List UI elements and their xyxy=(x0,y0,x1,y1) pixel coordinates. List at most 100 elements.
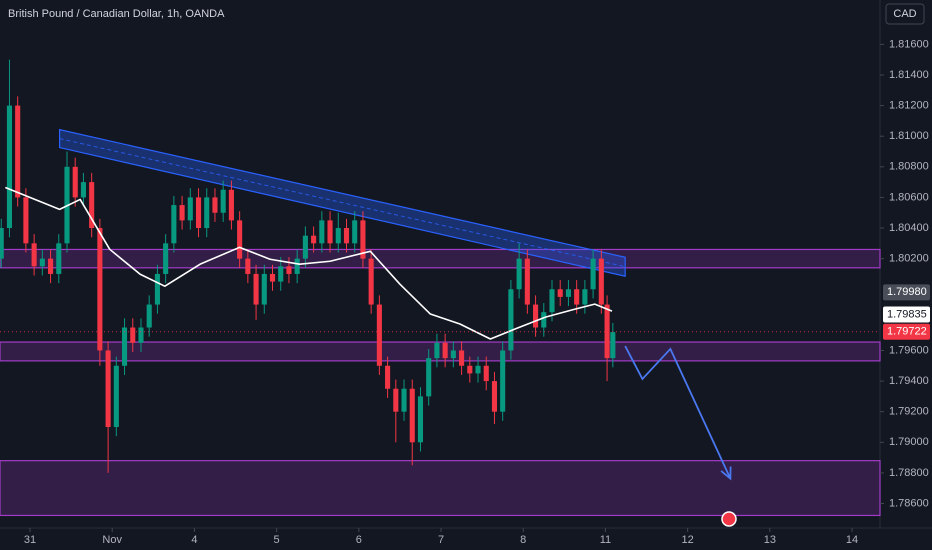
candle-body xyxy=(237,220,243,259)
y-tick-label: 1.80200 xyxy=(889,253,929,265)
y-tick-label: 1.78600 xyxy=(889,497,929,509)
candle-body xyxy=(393,388,399,412)
price-label-box xyxy=(883,306,930,323)
x-tick-label: 8 xyxy=(520,534,526,546)
candle-body xyxy=(195,197,202,229)
candle-body xyxy=(212,197,218,213)
candle-body xyxy=(138,327,144,343)
x-tick-label: 7 xyxy=(438,534,444,546)
candle-body xyxy=(475,365,481,374)
candle-body xyxy=(80,182,86,198)
candle-body xyxy=(39,258,45,267)
candle-body xyxy=(294,258,300,274)
candle-body xyxy=(48,258,54,274)
candle-body xyxy=(187,197,193,221)
candle-body xyxy=(524,258,530,305)
candle-body xyxy=(533,304,539,328)
candle-body xyxy=(604,304,610,359)
y-tick-label: 1.79600 xyxy=(889,344,929,356)
candle-body xyxy=(598,258,604,305)
candle-body xyxy=(72,166,78,198)
candle-body xyxy=(130,327,136,343)
candle-body xyxy=(286,266,292,274)
x-tick-label: 12 xyxy=(682,534,694,546)
candle-body xyxy=(442,342,448,359)
candle-body xyxy=(610,332,616,359)
candle-body xyxy=(245,258,251,274)
candle-body xyxy=(23,197,29,244)
candle-body xyxy=(491,381,498,412)
candle-body xyxy=(417,396,424,443)
y-tick-label: 1.78800 xyxy=(889,467,929,479)
event-icon[interactable] xyxy=(721,511,737,527)
candle-body xyxy=(121,327,128,366)
zone xyxy=(0,460,881,517)
candle-body xyxy=(368,258,374,305)
y-tick-label: 1.81200 xyxy=(889,100,929,112)
candle-body xyxy=(401,388,407,412)
price-label-box xyxy=(883,284,930,301)
candle-body xyxy=(311,235,317,244)
candle-body xyxy=(154,273,160,305)
y-tick-label: 1.80600 xyxy=(889,191,929,203)
y-tick-label: 1.81400 xyxy=(889,69,929,81)
candle-body xyxy=(302,235,308,259)
y-tick-label: 1.81000 xyxy=(889,130,929,142)
candle-body xyxy=(557,289,563,297)
candle-body xyxy=(261,273,267,305)
candle-body xyxy=(434,342,440,359)
candle-body xyxy=(253,273,259,305)
candle-body xyxy=(146,304,152,328)
x-tick-label: 11 xyxy=(600,534,611,546)
plot-area xyxy=(0,59,881,517)
candle-body xyxy=(574,289,580,305)
candle-body xyxy=(450,350,456,359)
candle-body xyxy=(105,350,111,427)
projection-arrowhead xyxy=(720,466,732,481)
y-tick-label: 1.79400 xyxy=(889,375,929,387)
candle-body xyxy=(163,243,169,274)
candle-body xyxy=(97,228,103,351)
candle-body xyxy=(549,289,555,313)
candle-body xyxy=(179,205,185,221)
candle-body xyxy=(204,197,210,229)
candle-body xyxy=(582,289,588,305)
candle-body xyxy=(467,365,473,374)
x-tick-label: Nov xyxy=(102,534,122,546)
candle-body xyxy=(220,189,226,213)
candle-body xyxy=(0,228,4,259)
candle-body xyxy=(278,266,284,282)
price-label: 1.79980 xyxy=(887,286,927,298)
candle-body xyxy=(385,365,391,389)
candle-body xyxy=(113,365,119,427)
channel-midline xyxy=(59,138,626,268)
candle-body xyxy=(327,220,333,244)
candle-body xyxy=(352,220,358,244)
candle-body xyxy=(541,312,547,328)
candle-body xyxy=(516,258,522,290)
candle-body xyxy=(228,189,234,221)
candle-body xyxy=(376,304,382,366)
chart-title: British Pound / Canadian Dollar, 1h, OAN… xyxy=(8,8,225,20)
y-tick-label: 1.80800 xyxy=(889,161,929,173)
x-tick-label: 31 xyxy=(24,534,36,546)
y-tick-label: 1.79000 xyxy=(889,436,929,448)
candle-body xyxy=(31,243,37,267)
price-label: 1.79835 xyxy=(887,308,927,320)
y-tick-label: 1.80400 xyxy=(889,222,929,234)
candle-body xyxy=(171,205,177,244)
zone xyxy=(0,248,881,269)
currency-button[interactable] xyxy=(885,3,925,25)
y-tick-label: 1.81600 xyxy=(889,38,929,50)
moving-average xyxy=(5,186,613,340)
x-tick-label: 4 xyxy=(191,534,197,546)
candle-body xyxy=(426,358,432,397)
candle-body xyxy=(15,105,21,198)
zone xyxy=(0,341,881,362)
candle-body xyxy=(565,289,571,297)
y-tick-label: 1.79200 xyxy=(889,406,929,418)
currency-label[interactable]: CAD xyxy=(893,8,916,20)
candle-body xyxy=(508,289,514,351)
x-tick-label: 6 xyxy=(356,534,362,546)
